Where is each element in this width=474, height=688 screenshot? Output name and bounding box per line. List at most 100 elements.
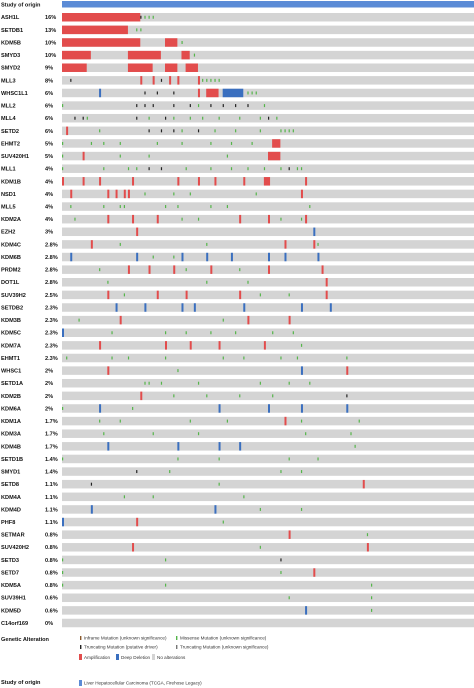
alteration-missense-mll3-8: [206, 78, 208, 82]
alteration-deep-deletion-kdm6a-1: [99, 404, 102, 413]
alteration-amplification-kdm7a-4: [263, 341, 266, 350]
alteration-amplification-kdm3b-1: [119, 315, 122, 325]
alteration-missense-setd1b-2: [218, 457, 220, 461]
gene-pct-kdm4d: 1.1%: [45, 507, 58, 513]
gene-pct-kdm1b: 4%: [45, 179, 53, 185]
gene-label-mll1: MLL1: [1, 167, 16, 173]
gene-label-kdm3b: KDM3B: [1, 318, 21, 324]
alteration-deep-deletion-kdm5d-0: [305, 606, 308, 615]
alteration-amplification-kdm1b-2: [99, 177, 102, 186]
legend-title: Genetic Alteration: [1, 637, 50, 643]
alteration-missense-nsd1-6: [173, 192, 175, 196]
alteration-truncating-setd3-2: [280, 558, 282, 562]
legend-inframe-label: Inframe Mutation (unknown significance): [84, 636, 167, 641]
alteration-amplification-kdm3b-4: [288, 315, 291, 325]
gene-label-setd1a: SETD1A: [1, 381, 23, 387]
gene-label-kdm2a: KDM2A: [1, 217, 21, 223]
alteration-amplification-setd7-2: [313, 568, 316, 577]
alteration-amplification-mll3-4: [169, 76, 172, 85]
alteration-missense-mll1-7: [210, 167, 212, 171]
alteration-missense-smyd1-2: [280, 470, 282, 474]
alteration-missense-setd2-13: [292, 129, 294, 133]
alteration-missense-ehmt1-5: [243, 356, 245, 360]
alteration-missense-ehmt1-3: [165, 356, 167, 360]
alteration-missense-kdm5c-5: [235, 331, 237, 335]
gene-label-setd7: SETD7: [1, 570, 19, 576]
alteration-amplification-kdm3b-3: [247, 315, 250, 325]
alteration-missense-mll4-8: [202, 116, 204, 120]
alteration-missense-mll5-5: [177, 205, 179, 209]
alteration-missense-kdm4d-3: [300, 507, 303, 511]
alteration-missense-ehmt1-2: [127, 356, 130, 360]
alteration-missense-mll4-10: [239, 116, 241, 120]
alteration-missense-kdm4a-0: [123, 495, 125, 499]
gene-label-kdm4a: KDM4A: [1, 495, 21, 501]
gene-label-mll4: MLL4: [1, 116, 16, 122]
alteration-truncating-whsc1l1-1: [144, 91, 146, 95]
legend-truncating-unknown-swatch: [176, 645, 178, 649]
alteration-truncating-whsc1l1-3: [173, 91, 175, 95]
gene-pct-kdm3a: 1.7%: [45, 432, 58, 438]
gene-pct-setdb1: 13%: [45, 28, 56, 34]
gene-track-ehmt2: [62, 139, 474, 148]
alteration-deep-deletion-kdm4b-2: [218, 442, 221, 451]
gene-label-kdm3a: KDM3A: [1, 432, 21, 438]
alteration-missense-suv420h2-1: [259, 545, 261, 549]
alteration-truncating-setd2-3: [160, 129, 163, 133]
alteration-amplification-whsc1l1-5: [206, 88, 219, 98]
alteration-amplification-nsd1-4: [127, 189, 130, 199]
alteration-amplification-kdm7a-2: [189, 341, 192, 350]
alteration-missense-ehmt2-0: [62, 141, 64, 145]
gene-pct-mll4: 6%: [45, 116, 53, 122]
alteration-missense-nsd1-5: [144, 192, 146, 196]
alteration-missense-mll1-8: [230, 167, 233, 171]
alteration-missense-ash1l-2: [144, 15, 146, 19]
alteration-missense-kdm4c-5: [317, 242, 319, 246]
alteration-amplification-nsd1-1: [107, 189, 110, 199]
gene-pct-smyd3: 10%: [45, 53, 56, 59]
alteration-missense-setd2-9: [259, 129, 261, 133]
alteration-amplification-kdm4c-4: [313, 240, 316, 249]
alteration-amplification-smyd2-2: [165, 63, 178, 72]
alteration-missense-nsd1-7: [189, 192, 191, 196]
alteration-truncating-whsc1l1-2: [156, 91, 158, 95]
legend: Genetic Alteration Inframe Mutation (unk…: [1, 636, 269, 686]
alteration-missense-ehmt2-4: [156, 141, 158, 145]
gene-label-mll2: MLL2: [1, 104, 16, 110]
alteration-truncating-setd2-6: [197, 129, 200, 133]
alteration-missense-whsc1l1-8: [251, 91, 253, 95]
gene-pct-phf8: 1.1%: [45, 520, 58, 526]
gene-track-c14orf169: [62, 618, 474, 628]
gene-track-mll5: [62, 202, 474, 211]
gene-pct-smyd2: 9%: [45, 66, 53, 72]
gene-label-setd8: SETD8: [1, 482, 19, 488]
alteration-truncating-smyd1-0: [136, 470, 138, 474]
alteration-missense-kdm5c-2: [165, 331, 167, 335]
alteration-missense-setd1a-0: [144, 381, 146, 385]
alteration-missense-mll4-2: [86, 116, 88, 120]
alteration-missense-kdm6b-2: [152, 255, 154, 259]
alteration-amplification-mll3-6: [197, 76, 200, 85]
alteration-missense-kdm2a-9: [300, 217, 303, 221]
alteration-missense-setd3-0: [62, 558, 64, 562]
legend-truncating-driver-label: Truncating Mutation (putative driver): [84, 645, 158, 650]
alteration-amplification-phf8-1: [136, 517, 139, 527]
gene-track-kdm4c: [62, 240, 474, 249]
alteration-truncating-mll2-10: [247, 104, 249, 108]
alteration-missense-setd1b-1: [177, 457, 179, 461]
alteration-missense-kdm1a-6: [358, 419, 360, 423]
gene-track-phf8: [62, 517, 474, 527]
gene-label-suv420h1: SUV420H1: [1, 154, 29, 160]
gene-track-setd7: [62, 568, 474, 577]
gene-pct-ezh2: 3%: [45, 230, 53, 236]
alteration-truncating-mll4-0: [74, 116, 76, 120]
gene-label-dot1l: DOT1L: [1, 280, 20, 286]
gene-track-mll3: [62, 76, 474, 85]
gene-pct-kdm3b: 2.3%: [45, 318, 58, 324]
gene-pct-c14orf169: 0%: [45, 621, 53, 627]
alteration-missense-ash1l-4: [152, 15, 154, 19]
alteration-deep-deletion-kdm4d-0: [90, 505, 93, 514]
legend-no-alterations-label: No alterations: [157, 655, 186, 660]
alteration-deep-deletion-kdm6b-9: [317, 252, 320, 262]
